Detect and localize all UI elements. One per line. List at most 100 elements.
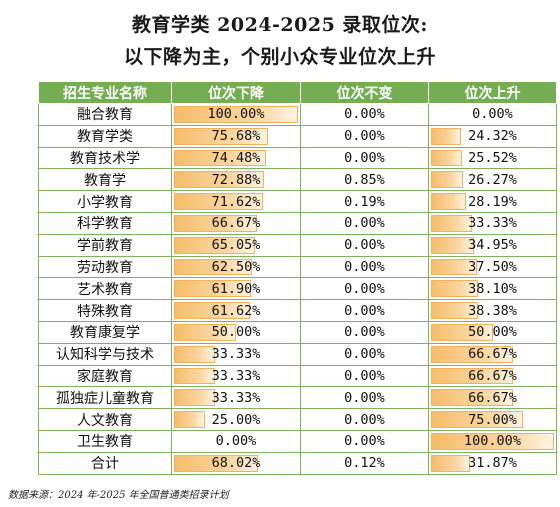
rank-up-value: 66.67% — [468, 389, 517, 406]
table-row: 教育康复学 50.00% 0.00% 50.00% — [38, 320, 557, 344]
rank-same-value: 0.00% — [344, 258, 385, 275]
rank-down-value: 33.33% — [211, 346, 261, 363]
rank-down-value: 62.50% — [211, 258, 261, 275]
rank-up-value: 50.00% — [468, 324, 517, 341]
rank-down-cell: 100.00% — [171, 103, 301, 126]
rank-down-bar — [174, 214, 257, 232]
rank-up-cell: 38.38% — [428, 299, 557, 322]
rank-up-value: 75.00% — [468, 411, 517, 428]
rank-down-bar — [174, 171, 265, 189]
rank-up-bar — [431, 171, 464, 189]
rank-up-cell: 25.52% — [428, 146, 557, 170]
rank-same-cell: 0.00% — [300, 146, 429, 170]
rank-up-bar — [431, 302, 479, 319]
rank-up-value: 33.33% — [468, 215, 517, 232]
table-row: 认知科学与技术 33.33% 0.00% 66.67% — [38, 342, 557, 366]
table-row: 特殊教育 61.62% 0.00% 38.38% — [38, 299, 557, 322]
rank-down-cell: 75.68% — [171, 124, 301, 148]
table-row: 家庭教育 33.33% 0.00% 66.67% — [38, 364, 557, 388]
rank-same-value: 0.00% — [344, 302, 385, 319]
major-name-cell: 人文教育 — [38, 408, 172, 431]
rank-same-value: 0.00% — [344, 367, 385, 384]
major-name-cell: 教育学类 — [38, 124, 172, 148]
rank-up-cell: 28.19% — [428, 190, 557, 213]
rank-up-value: 66.67% — [468, 346, 517, 363]
rank-up-value: 38.10% — [468, 280, 517, 297]
rank-up-value: 66.67% — [468, 367, 517, 384]
rank-down-bar — [174, 389, 216, 407]
rank-same-cell: 0.00% — [300, 103, 429, 126]
rank-up-bar — [431, 280, 478, 298]
rank-up-value: 28.19% — [468, 193, 517, 210]
rank-same-value: 0.00% — [344, 411, 385, 428]
major-name-cell: 合计 — [38, 451, 172, 475]
table-row: 教育学类 75.68% 0.00% 24.32% — [38, 124, 557, 148]
rank-up-bar — [431, 389, 513, 407]
rank-up-cell: 24.32% — [428, 124, 557, 148]
rank-down-value: 65.05% — [211, 237, 261, 254]
rank-down-value: 72.88% — [211, 171, 261, 188]
rank-down-bar — [174, 411, 205, 428]
rank-down-cell: 71.62% — [171, 190, 301, 213]
rank-down-cell: 0.00% — [171, 429, 301, 453]
rank-up-cell: 66.67% — [428, 364, 557, 388]
major-name-cell: 科学教育 — [38, 211, 172, 235]
major-name-cell: 劳动教育 — [38, 255, 172, 279]
rank-same-value: 0.00% — [344, 237, 385, 254]
rank-down-value: 33.33% — [211, 389, 261, 406]
rank-up-bar — [431, 214, 472, 232]
table-row: 学前教育 65.05% 0.00% 34.95% — [38, 233, 557, 257]
chart-title-line2: 以下降为主，个别小众专业位次上升 — [123, 46, 436, 68]
rank-down-cell: 61.62% — [171, 299, 301, 322]
table-row: 合计 68.02% 0.12% 31.87% — [38, 451, 557, 475]
major-name-cell: 特殊教育 — [38, 299, 172, 322]
major-name-cell: 教育康复学 — [38, 320, 172, 344]
table-row: 人文教育 25.00% 0.00% 75.00% — [38, 408, 557, 431]
rank-down-cell: 33.33% — [171, 342, 301, 366]
rank-up-bar — [431, 454, 471, 472]
rank-up-bar — [431, 432, 554, 450]
rank-down-bar — [174, 193, 263, 210]
rank-up-cell: 100.00% — [428, 429, 557, 453]
major-name-cell: 艺术教育 — [38, 277, 172, 301]
rank-same-cell: 0.00% — [300, 386, 429, 410]
rank-up-value: 31.87% — [468, 455, 517, 472]
rank-same-cell: 0.00% — [300, 299, 429, 322]
rank-same-cell: 0.00% — [300, 277, 429, 301]
rank-down-cell: 61.90% — [171, 277, 301, 301]
rank-same-cell: 0.00% — [300, 211, 429, 235]
rank-down-value: 66.67% — [211, 215, 261, 232]
header-rank-down: 位次下降 — [171, 81, 301, 104]
rank-up-value: 37.50% — [468, 258, 517, 275]
rank-same-cell: 0.00% — [300, 429, 429, 453]
rank-down-cell: 33.33% — [171, 364, 301, 388]
rank-same-cell: 0.00% — [300, 342, 429, 366]
major-name-cell: 认知科学与技术 — [38, 342, 172, 366]
rank-up-cell: 66.67% — [428, 342, 557, 366]
table-row: 艺术教育 61.90% 0.00% 38.10% — [38, 277, 557, 301]
rank-same-cell: 0.00% — [300, 364, 429, 388]
table-row: 教育学 72.88% 0.85% 26.27% — [38, 168, 557, 192]
rank-same-value: 0.00% — [344, 215, 385, 232]
rank-down-value: 33.33% — [211, 367, 261, 384]
rank-down-cell: 65.05% — [171, 233, 301, 257]
rank-up-cell: 37.50% — [428, 255, 557, 279]
rank-up-value: 26.27% — [468, 171, 517, 188]
major-name-cell: 卫生教育 — [38, 429, 172, 453]
rank-down-cell: 74.48% — [171, 146, 301, 170]
rank-up-bar — [431, 236, 474, 254]
rank-down-bar — [174, 280, 251, 298]
rank-down-value: 25.00% — [211, 411, 261, 428]
rank-same-cell: 0.19% — [300, 190, 429, 213]
rank-same-cell: 0.12% — [300, 451, 429, 475]
major-name-cell: 教育技术学 — [38, 146, 172, 170]
rank-up-bar — [431, 323, 493, 341]
rank-same-value: 0.85% — [344, 171, 385, 188]
rank-down-cell: 50.00% — [171, 320, 301, 344]
rank-up-cell: 38.10% — [428, 277, 557, 301]
rank-same-value: 0.00% — [344, 433, 385, 450]
rank-same-cell: 0.00% — [300, 255, 429, 279]
rank-same-value: 0.19% — [344, 193, 385, 210]
rank-up-value: 100.00% — [464, 433, 521, 450]
rank-down-cell: 25.00% — [171, 408, 301, 431]
